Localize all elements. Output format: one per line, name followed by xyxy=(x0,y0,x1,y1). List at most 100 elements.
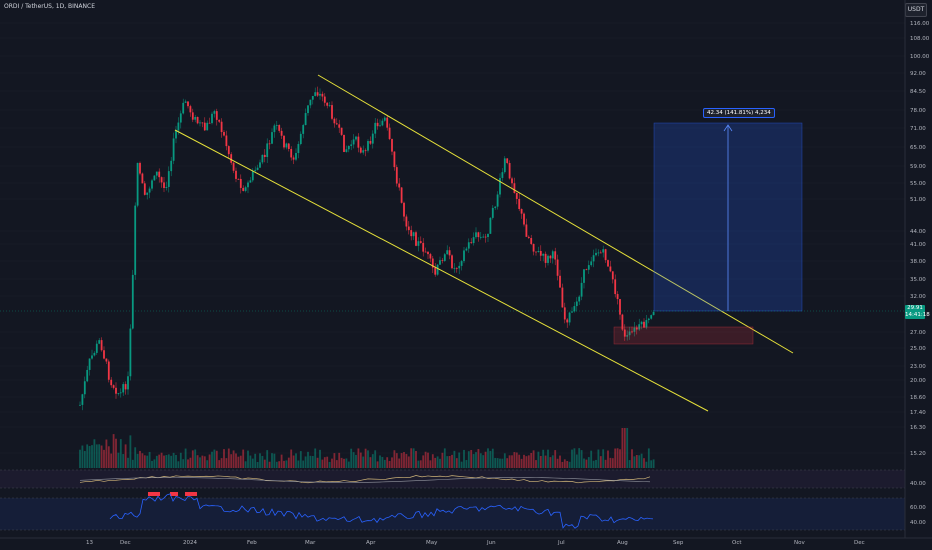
candle xyxy=(405,216,408,227)
channel-lower-line[interactable] xyxy=(174,129,709,412)
volume-bar xyxy=(266,450,269,468)
candle xyxy=(453,267,456,269)
candle xyxy=(263,154,266,158)
candle xyxy=(575,301,578,307)
volume-bar xyxy=(213,449,216,468)
time-label: Sep xyxy=(673,540,684,546)
candle xyxy=(107,361,110,380)
candle xyxy=(362,150,365,153)
volume-bar xyxy=(247,450,249,468)
volume-bar xyxy=(443,448,446,468)
candle xyxy=(249,180,252,183)
volume-bar xyxy=(419,460,422,468)
volume-bar xyxy=(556,458,559,468)
candle xyxy=(491,207,494,218)
volume-bar xyxy=(254,453,257,468)
volume-bar xyxy=(561,461,564,468)
volume-bar xyxy=(163,455,165,468)
candle xyxy=(621,314,624,330)
candle xyxy=(225,135,228,147)
volume-bar xyxy=(563,459,566,468)
volume-bar xyxy=(273,453,276,468)
volume-bar xyxy=(431,454,434,468)
candle xyxy=(247,182,249,188)
candle xyxy=(110,379,113,386)
volume-bar xyxy=(626,428,629,468)
candle xyxy=(424,251,427,253)
volume-bar xyxy=(417,460,420,468)
volume-bar xyxy=(441,452,444,468)
volume-bar xyxy=(259,453,261,468)
candle xyxy=(230,154,233,163)
candle xyxy=(383,117,386,121)
volume-bar xyxy=(530,452,533,468)
candle xyxy=(496,194,499,207)
volume-bar xyxy=(321,459,324,468)
candle xyxy=(131,274,134,329)
candle xyxy=(544,253,547,263)
price-label: 55.00 xyxy=(910,181,926,187)
volume-ma-line-2 xyxy=(79,477,651,483)
candle xyxy=(319,93,321,96)
volume-bar xyxy=(549,457,552,468)
candle xyxy=(136,162,139,206)
channel-upper-line[interactable] xyxy=(317,74,794,354)
price-label: 16.30 xyxy=(910,425,926,431)
volume-bar xyxy=(381,456,384,468)
volume-bar xyxy=(350,448,353,468)
volume-bar xyxy=(513,452,516,468)
candle xyxy=(237,178,240,180)
volume-bar xyxy=(347,461,350,468)
candle xyxy=(410,230,413,237)
candle xyxy=(196,116,199,124)
price-label: 71.00 xyxy=(910,126,926,132)
volume-bar xyxy=(105,439,108,468)
volume-bar xyxy=(287,457,290,468)
candle xyxy=(487,233,489,237)
candle xyxy=(446,250,449,255)
volume-bar xyxy=(623,428,626,468)
price-label: 44.00 xyxy=(910,229,926,235)
candle xyxy=(143,183,146,195)
symbol-title[interactable]: ORDI / TetherUS, 1D, BINANCE xyxy=(4,3,95,10)
candle xyxy=(523,213,525,225)
volume-bar xyxy=(403,452,405,468)
price-label: 15.20 xyxy=(910,451,926,457)
volume-bar xyxy=(338,452,341,468)
price-axis[interactable]: 116.00 108.00 100.00 92.00 84.50 78.00 71.00 65… xyxy=(910,21,930,457)
volume-bar xyxy=(345,458,348,468)
candle xyxy=(652,311,655,316)
candle xyxy=(549,255,552,259)
candle xyxy=(316,92,319,96)
candle xyxy=(518,198,521,210)
volume-bar xyxy=(167,454,170,468)
volume-bar xyxy=(165,455,168,468)
candle xyxy=(494,206,497,208)
volume-bar xyxy=(340,457,343,468)
candle xyxy=(484,236,487,238)
candle xyxy=(199,122,201,124)
volume-bar xyxy=(223,449,225,468)
candle xyxy=(590,261,593,266)
candle xyxy=(117,393,120,394)
candle xyxy=(501,172,504,178)
candle xyxy=(578,296,581,302)
volume-bar xyxy=(575,454,578,468)
support-zone[interactable] xyxy=(613,326,754,345)
volume-bar xyxy=(249,455,252,468)
volume-bar xyxy=(201,455,204,468)
candle xyxy=(506,158,509,164)
volume-bar xyxy=(314,448,317,468)
time-label: Jun xyxy=(487,540,496,546)
volume-bar xyxy=(153,459,156,468)
price-label: 17.40 xyxy=(910,410,926,416)
volume-ma-line xyxy=(79,475,651,484)
volume-bar xyxy=(477,449,480,468)
time-label: Dec xyxy=(120,540,131,546)
vol-axis-label: 40.00 xyxy=(910,481,926,487)
volume-bar xyxy=(191,450,194,468)
candle xyxy=(503,158,506,173)
volume-bar xyxy=(429,460,432,468)
rsi-band xyxy=(0,498,905,530)
